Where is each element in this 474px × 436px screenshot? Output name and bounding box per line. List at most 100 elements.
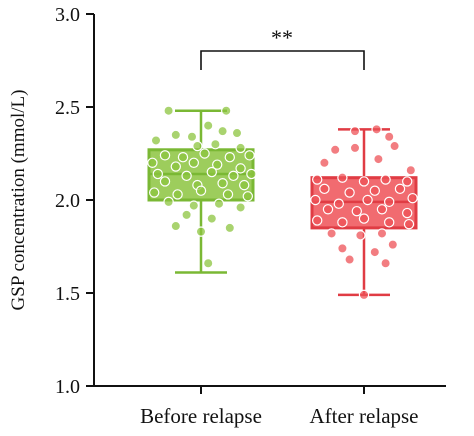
data-point: [186, 131, 198, 142]
data-point: [181, 170, 192, 182]
data-point: [333, 198, 344, 209]
data-point: [330, 144, 341, 155]
data-point: [244, 150, 255, 161]
data-point: [202, 120, 214, 131]
data-point: [319, 157, 330, 168]
data-point: [188, 200, 199, 211]
data-point: [376, 204, 388, 215]
data-point: [170, 220, 181, 232]
data-point: [337, 217, 348, 228]
data-point: [224, 152, 235, 163]
data-point: [358, 176, 370, 187]
data-point: [159, 176, 171, 187]
data-point: [337, 243, 348, 254]
data-point: [206, 213, 217, 224]
data-point: [210, 138, 221, 150]
data-point: [326, 228, 337, 239]
y-tick-label: 1.0: [55, 376, 80, 398]
y-ticks: 1.0 1.5 2.0 2.5 3.0: [55, 4, 94, 398]
significance-label: **: [271, 25, 293, 50]
data-point: [358, 289, 370, 301]
data-point: [202, 258, 214, 269]
data-point: [238, 179, 250, 191]
data-point: [403, 218, 415, 230]
data-point: [384, 217, 395, 228]
data-point: [235, 202, 246, 213]
data-point: [344, 187, 355, 198]
data-point: [224, 222, 235, 234]
data-point: [373, 153, 384, 165]
data-point: [159, 150, 171, 161]
data-point: [369, 246, 380, 258]
data-point: [310, 194, 321, 206]
data-point: [195, 185, 207, 196]
data-point: [235, 142, 246, 154]
data-point: [380, 174, 391, 185]
data-point: [312, 174, 323, 185]
data-point: [402, 207, 413, 219]
data-point: [172, 189, 183, 200]
data-point: [402, 176, 413, 187]
x-tick-label: After relapse: [309, 404, 418, 428]
data-point: [217, 178, 228, 189]
y-tick-label: 2.5: [55, 97, 80, 119]
data-point: [206, 166, 217, 178]
data-point: [312, 215, 323, 226]
data-point: [337, 172, 348, 183]
data-points: [147, 105, 418, 301]
data-point: [242, 191, 253, 202]
y-tick-label: 1.5: [55, 283, 80, 305]
data-point: [394, 183, 406, 195]
x-tick-label: Before relapse: [140, 404, 262, 428]
significance-bracket: **: [200, 25, 365, 70]
data-point: [213, 198, 225, 209]
data-point: [319, 183, 330, 195]
significance-bracket-line: [200, 50, 365, 70]
data-point: [163, 196, 174, 208]
data-point: [384, 196, 395, 208]
data-point: [163, 105, 174, 116]
data-point: [220, 105, 232, 116]
data-point: [344, 254, 355, 265]
data-point: [380, 258, 391, 269]
y-tick-label: 3.0: [55, 4, 80, 26]
data-point: [147, 157, 158, 168]
data-point: [358, 213, 370, 224]
data-point: [170, 161, 181, 172]
data-point: [188, 157, 199, 168]
data-point: [349, 142, 361, 154]
data-point: [211, 159, 223, 170]
data-point: [246, 168, 257, 180]
data-point: [148, 187, 160, 198]
data-point: [228, 170, 239, 182]
data-point: [217, 125, 228, 137]
data-point: [170, 129, 181, 141]
data-point: [152, 168, 163, 180]
data-point: [387, 239, 398, 250]
data-point: [369, 185, 380, 196]
data-point: [355, 230, 366, 241]
data-point: [222, 189, 234, 200]
data-point: [199, 148, 210, 159]
data-point: [192, 140, 203, 152]
data-point: [389, 140, 400, 152]
data-point: [407, 192, 418, 204]
data-point: [235, 163, 246, 174]
x-tick-labels: Before relapse After relapse: [140, 386, 419, 428]
y-axis-label: GSP concentration (mmol/L): [8, 90, 29, 311]
data-point: [362, 194, 373, 206]
data-point: [405, 165, 416, 176]
data-point: [349, 125, 361, 137]
data-point: [351, 205, 362, 217]
data-point: [181, 209, 192, 221]
data-point: [195, 226, 207, 237]
data-point: [371, 124, 382, 135]
data-point: [376, 228, 388, 239]
y-tick-label: 2.0: [55, 190, 80, 212]
data-point: [231, 127, 243, 139]
data-point: [177, 152, 189, 163]
data-point: [150, 135, 162, 146]
data-point: [384, 131, 395, 142]
